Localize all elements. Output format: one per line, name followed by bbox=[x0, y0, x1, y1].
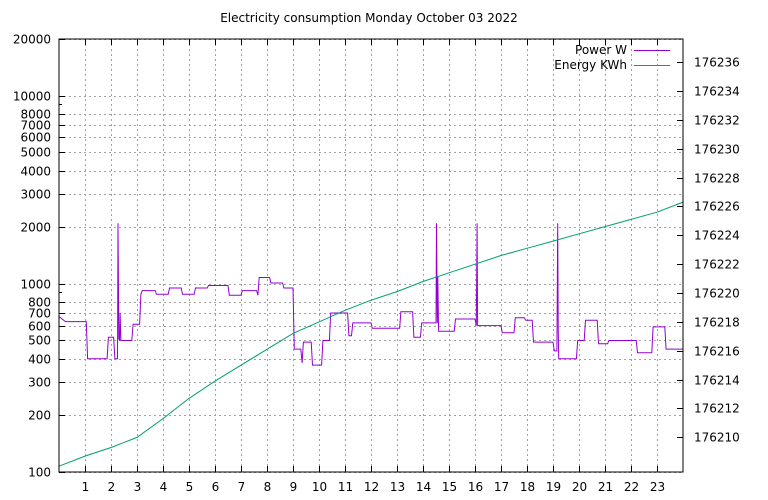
x-tick-label: 12 bbox=[364, 480, 379, 494]
y-tick-label: 500 bbox=[28, 334, 51, 348]
energy-kwh-series-line bbox=[58, 201, 684, 467]
y-tick-label: 20000 bbox=[13, 33, 51, 47]
y-tick-label: 3000 bbox=[20, 188, 51, 202]
y2-tick-label: 176236 bbox=[694, 56, 740, 70]
x-tick-label: 4 bbox=[160, 480, 168, 494]
y-tick-label: 700 bbox=[28, 307, 51, 321]
y-tick-label: 2000 bbox=[20, 221, 51, 235]
y-tick-label: 600 bbox=[28, 320, 51, 334]
y2-tick-label: 176226 bbox=[694, 200, 740, 214]
y-tick-label: 8000 bbox=[20, 108, 51, 122]
y-tick-label: 1000 bbox=[20, 278, 51, 292]
x-tick-label: 16 bbox=[468, 480, 483, 494]
y2-tick-label: 176212 bbox=[694, 402, 740, 416]
x-tick-label: 13 bbox=[390, 480, 405, 494]
x-tick-label: 15 bbox=[442, 480, 457, 494]
y-tick-label: 800 bbox=[28, 296, 51, 310]
y-tick-label: 400 bbox=[28, 353, 51, 367]
y-tick-label: 6000 bbox=[20, 131, 51, 145]
x-tick-label: 1 bbox=[82, 480, 90, 494]
y-tick-label: 5000 bbox=[20, 146, 51, 160]
y-tick-label: 300 bbox=[28, 376, 51, 390]
y-tick-label: 10000 bbox=[13, 90, 51, 104]
y2-tick-label: 176230 bbox=[694, 143, 740, 157]
x-tick-label: 18 bbox=[520, 480, 535, 494]
x-tick-label: 14 bbox=[416, 480, 431, 494]
chart-title: Electricity consumption Monday October 0… bbox=[220, 11, 518, 25]
y2-tick-label: 176224 bbox=[694, 229, 740, 243]
x-tick-label: 17 bbox=[494, 480, 509, 494]
axes: 1 2 3 4 5 6 7 8 9 10 11 12 13 14 15 16 17 18 19 20 21 22 23100… bbox=[13, 33, 740, 495]
x-tick-label: 8 bbox=[264, 480, 272, 494]
y2-tick-label: 176216 bbox=[694, 345, 740, 359]
y-tick-label: 100 bbox=[28, 466, 51, 480]
power-w-series-line bbox=[58, 223, 683, 366]
plot-series bbox=[58, 201, 684, 467]
x-tick-label: 23 bbox=[650, 480, 665, 494]
legend-label: Energy KWh bbox=[554, 58, 627, 72]
y2-tick-label: 176218 bbox=[694, 316, 740, 330]
legend-label: Power W bbox=[575, 43, 627, 57]
x-tick-label: 2 bbox=[108, 480, 116, 494]
y2-tick-label: 176232 bbox=[694, 114, 740, 128]
x-tick-label: 20 bbox=[572, 480, 587, 494]
x-tick-label: 10 bbox=[312, 480, 327, 494]
y2-tick-label: 176222 bbox=[694, 258, 740, 272]
x-tick-label: 11 bbox=[338, 480, 353, 494]
x-tick-label: 6 bbox=[212, 480, 220, 494]
y2-tick-label: 176234 bbox=[694, 85, 740, 99]
x-tick-label: 3 bbox=[134, 480, 142, 494]
y-tick-label: 7000 bbox=[20, 119, 51, 133]
y2-tick-label: 176228 bbox=[694, 172, 740, 186]
y2-tick-label: 176214 bbox=[694, 374, 740, 388]
x-tick-label: 21 bbox=[598, 480, 613, 494]
x-tick-label: 9 bbox=[290, 480, 298, 494]
x-tick-label: 19 bbox=[546, 480, 561, 494]
y-tick-label: 4000 bbox=[20, 165, 51, 179]
x-tick-label: 22 bbox=[624, 480, 639, 494]
y-tick-label: 200 bbox=[28, 409, 51, 423]
x-tick-label: 5 bbox=[186, 480, 194, 494]
y2-tick-label: 176220 bbox=[694, 287, 740, 301]
x-tick-label: 7 bbox=[238, 480, 246, 494]
y2-tick-label: 176210 bbox=[694, 431, 740, 445]
grid-lines bbox=[59, 39, 683, 473]
